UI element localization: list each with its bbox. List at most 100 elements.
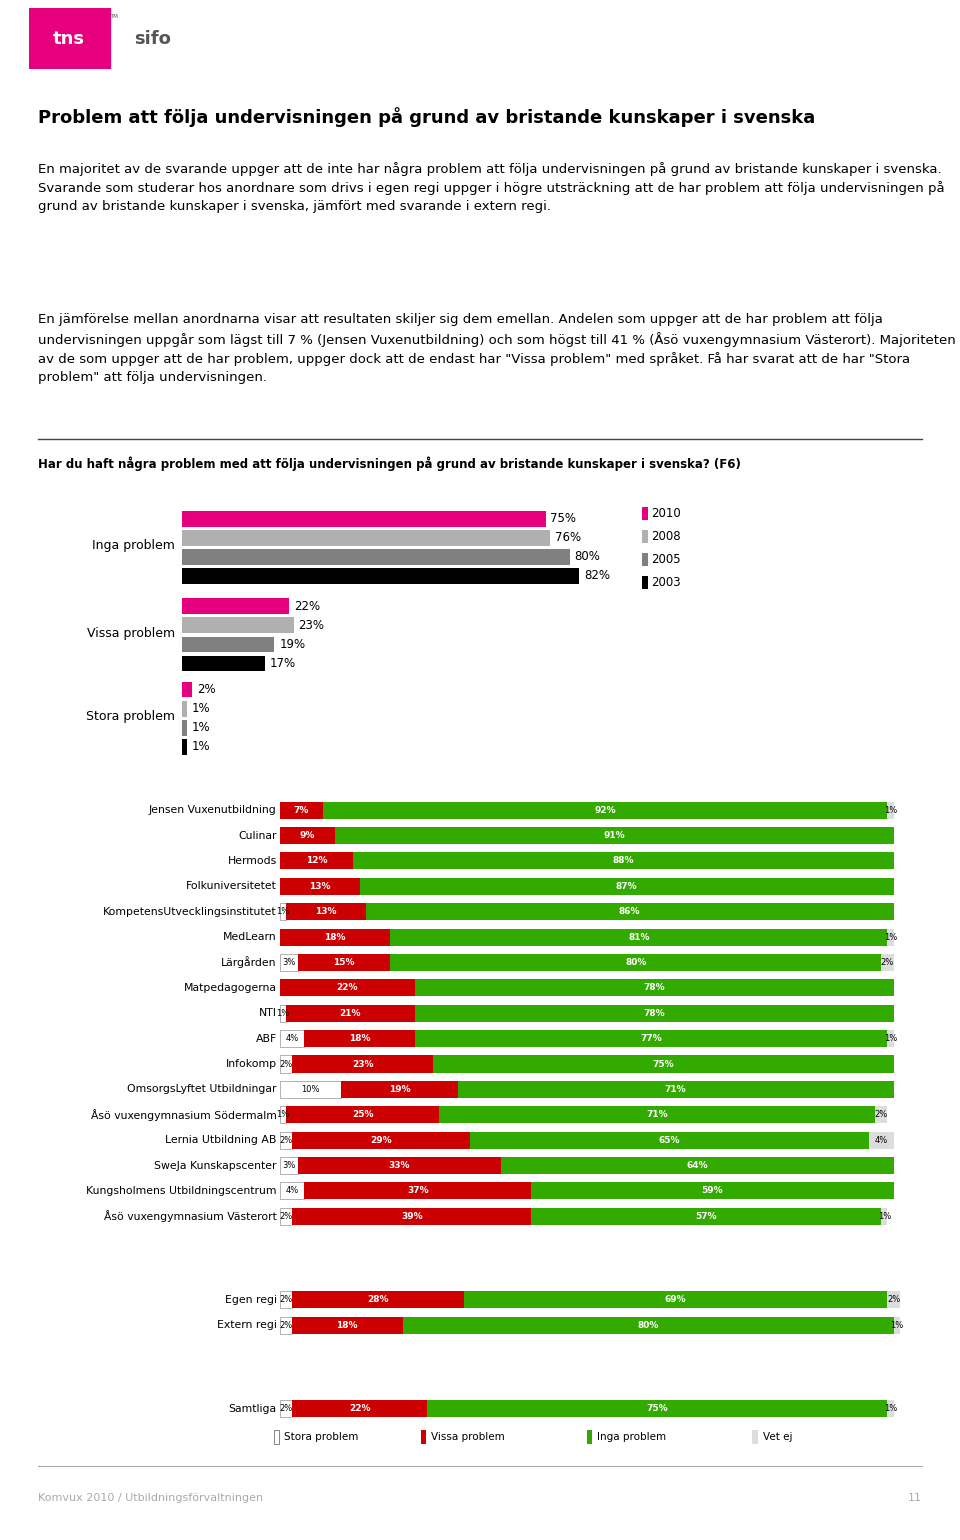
Bar (894, 1317, 900, 1334)
Bar (881, 1207, 887, 1224)
Text: 75%: 75% (550, 513, 576, 525)
Bar (341, 1081, 458, 1098)
Bar (440, 1106, 876, 1123)
Text: 78%: 78% (643, 1009, 665, 1018)
Text: Åsö vuxengymnasium Södermalm: Åsö vuxengymnasium Södermalm (91, 1109, 276, 1121)
Bar (182, 719, 187, 736)
Text: 71%: 71% (665, 1084, 686, 1093)
Text: 76%: 76% (555, 531, 582, 544)
Text: 39%: 39% (401, 1212, 422, 1221)
Bar (279, 1030, 304, 1047)
Text: 71%: 71% (646, 1110, 668, 1120)
Text: 13%: 13% (309, 882, 330, 890)
Text: 37%: 37% (407, 1186, 429, 1195)
Text: 7%: 7% (294, 805, 309, 815)
Bar (642, 576, 648, 590)
Text: 21%: 21% (340, 1009, 361, 1018)
Bar (279, 853, 353, 870)
Text: Vissa problem: Vissa problem (431, 1432, 505, 1441)
Bar (279, 953, 299, 972)
Text: Lärgården: Lärgården (221, 956, 276, 969)
Bar (279, 827, 335, 844)
Text: Stora problem: Stora problem (284, 1432, 358, 1441)
Bar (642, 530, 648, 544)
Text: 1%: 1% (884, 1035, 898, 1043)
Bar (279, 1207, 292, 1224)
Bar (279, 1081, 341, 1098)
Text: 11: 11 (907, 1494, 922, 1503)
Text: 78%: 78% (643, 984, 665, 992)
Text: 19%: 19% (389, 1084, 410, 1093)
Text: Har du haft några problem med att följa undervisningen på grund av bristande kun: Har du haft några problem med att följa … (38, 456, 741, 471)
Text: 2%: 2% (279, 1212, 293, 1221)
Text: 2005: 2005 (651, 553, 681, 567)
Bar (887, 1292, 900, 1309)
Text: 82%: 82% (585, 570, 611, 582)
Bar (887, 1030, 894, 1047)
Text: 1%: 1% (884, 933, 898, 941)
Bar (887, 929, 894, 946)
Bar (292, 1207, 532, 1224)
Bar (642, 553, 648, 567)
Text: 13%: 13% (315, 907, 337, 916)
Bar (402, 1317, 894, 1334)
Text: MedLearn: MedLearn (223, 932, 276, 942)
Text: 2%: 2% (197, 684, 216, 696)
Text: Vet ej: Vet ej (763, 1432, 792, 1441)
Bar (299, 1157, 501, 1173)
Text: Inga problem: Inga problem (597, 1432, 666, 1441)
Text: 1%: 1% (192, 721, 210, 735)
Bar (360, 878, 894, 895)
Text: 18%: 18% (348, 1035, 371, 1043)
Text: 59%: 59% (702, 1186, 723, 1195)
Bar (304, 1030, 415, 1047)
Text: 87%: 87% (615, 882, 637, 890)
Text: Lernia Utbildning AB: Lernia Utbildning AB (165, 1135, 276, 1146)
Text: 4%: 4% (285, 1035, 299, 1043)
Text: 75%: 75% (646, 1404, 668, 1414)
Bar (279, 1292, 292, 1309)
Text: 91%: 91% (604, 832, 625, 839)
Text: 2%: 2% (887, 1295, 900, 1304)
Text: 9%: 9% (300, 832, 315, 839)
Bar (887, 802, 894, 819)
Bar (279, 878, 360, 895)
Bar (501, 1157, 894, 1173)
Text: Extern regi: Extern regi (217, 1320, 276, 1331)
Bar (532, 1207, 881, 1224)
Text: 57%: 57% (696, 1212, 717, 1221)
Text: 4%: 4% (285, 1186, 299, 1195)
Text: 22%: 22% (348, 1404, 371, 1414)
Text: 1%: 1% (884, 805, 898, 815)
Text: 29%: 29% (371, 1135, 392, 1144)
Bar (279, 979, 415, 996)
Bar (299, 953, 390, 972)
Text: 2%: 2% (279, 1404, 293, 1414)
Text: sifo: sifo (134, 29, 171, 48)
Bar (182, 548, 569, 565)
Bar (415, 1004, 894, 1021)
Bar (390, 953, 881, 972)
Bar (323, 802, 887, 819)
Text: ABF: ABF (255, 1033, 276, 1044)
Bar (415, 979, 894, 996)
Bar (286, 1004, 415, 1021)
Bar (279, 1157, 299, 1173)
Bar (415, 1030, 887, 1047)
Bar (279, 929, 390, 946)
Text: 80%: 80% (625, 958, 646, 967)
Text: 2%: 2% (279, 1060, 293, 1069)
Text: 33%: 33% (389, 1161, 410, 1170)
Bar (292, 1317, 402, 1334)
Text: Hermods: Hermods (228, 856, 276, 865)
Bar (182, 701, 187, 716)
Text: Vissa problem: Vissa problem (87, 627, 175, 639)
Text: 1%: 1% (276, 907, 289, 916)
Text: 22%: 22% (337, 984, 358, 992)
Text: 81%: 81% (628, 933, 650, 941)
Bar (390, 929, 887, 946)
Text: 18%: 18% (324, 933, 346, 941)
Text: 86%: 86% (619, 907, 640, 916)
Text: 64%: 64% (686, 1161, 708, 1170)
Bar (887, 1400, 894, 1417)
